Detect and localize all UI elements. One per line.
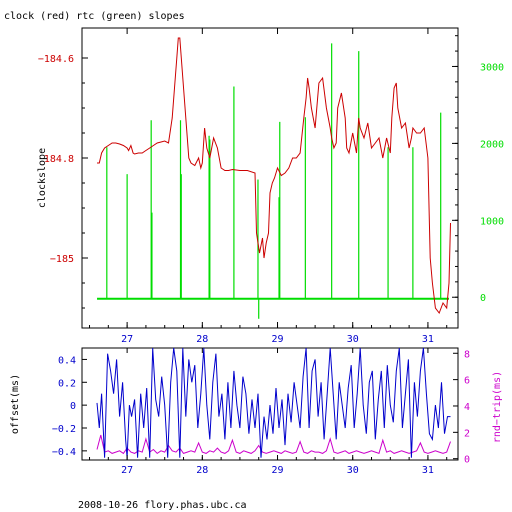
rndtrip-tick-label: 4 [464,402,470,413]
slopes-xtick-label: 30 [347,334,359,345]
rtc-tick-label: 0 [480,293,486,304]
slopes-xtick-label: 29 [271,334,283,345]
offsets-xtick-label: 27 [121,465,133,476]
rndtrip-series-line [96,434,451,455]
offset-tick-label: 0.2 [58,378,76,389]
clockslope-tick-label: −185 [50,254,74,265]
offset-series-line [96,347,451,458]
offsets-frame [81,347,459,461]
slopes-panel: 27 28 29 30 31 −184.6 184.8 −185 0 1000 2000 3000 c… [37,27,504,345]
offsets-panel: 27 28 29 30 31 −0.4 −0.2 0 0.2 0.4 0 2 4 6 8 offset(ms… [10,347,503,476]
rtc-series [97,43,449,319]
clockslope-tick-label: 184.8 [44,154,74,165]
clock-series-line [97,37,451,315]
rndtrip-tick-label: 2 [464,428,470,439]
offsets-xtick-label: 29 [271,465,283,476]
offset-axis-label: offset(ms) [10,374,21,434]
clockslope-axis-label: clockslope [37,148,48,208]
slopes-xtick-label: 28 [196,334,208,345]
offset-tick-label: 0.4 [58,355,76,366]
offset-tick-label: −0.2 [52,424,76,435]
rtc-tick-label: 1000 [480,216,504,227]
rndtrip-axis-label: rnd−trip(ms) [492,371,503,443]
clockslope-tick-label: −184.6 [38,54,74,65]
slopes-frame [81,27,459,329]
rndtrip-tick-label: 8 [464,349,470,360]
rtc-tick-label: 2000 [480,139,504,150]
footer-text: 2008-10-26 flory.phas.ubc.ca [78,500,247,511]
offset-tick-label: −0.4 [52,447,76,458]
offset-tick-label: 0 [70,401,76,412]
chart-title: clock (red) rtc (green) slopes [4,11,185,22]
rtc-tick-label: 3000 [480,62,504,73]
slopes-xtick-label: 27 [121,334,133,345]
rndtrip-tick-label: 0 [464,455,470,466]
offsets-xtick-label: 31 [422,465,434,476]
offsets-xtick-label: 30 [347,465,359,476]
offsets-xtick-label: 28 [196,465,208,476]
rndtrip-tick-label: 6 [464,376,470,387]
slopes-xtick-label: 31 [422,334,434,345]
